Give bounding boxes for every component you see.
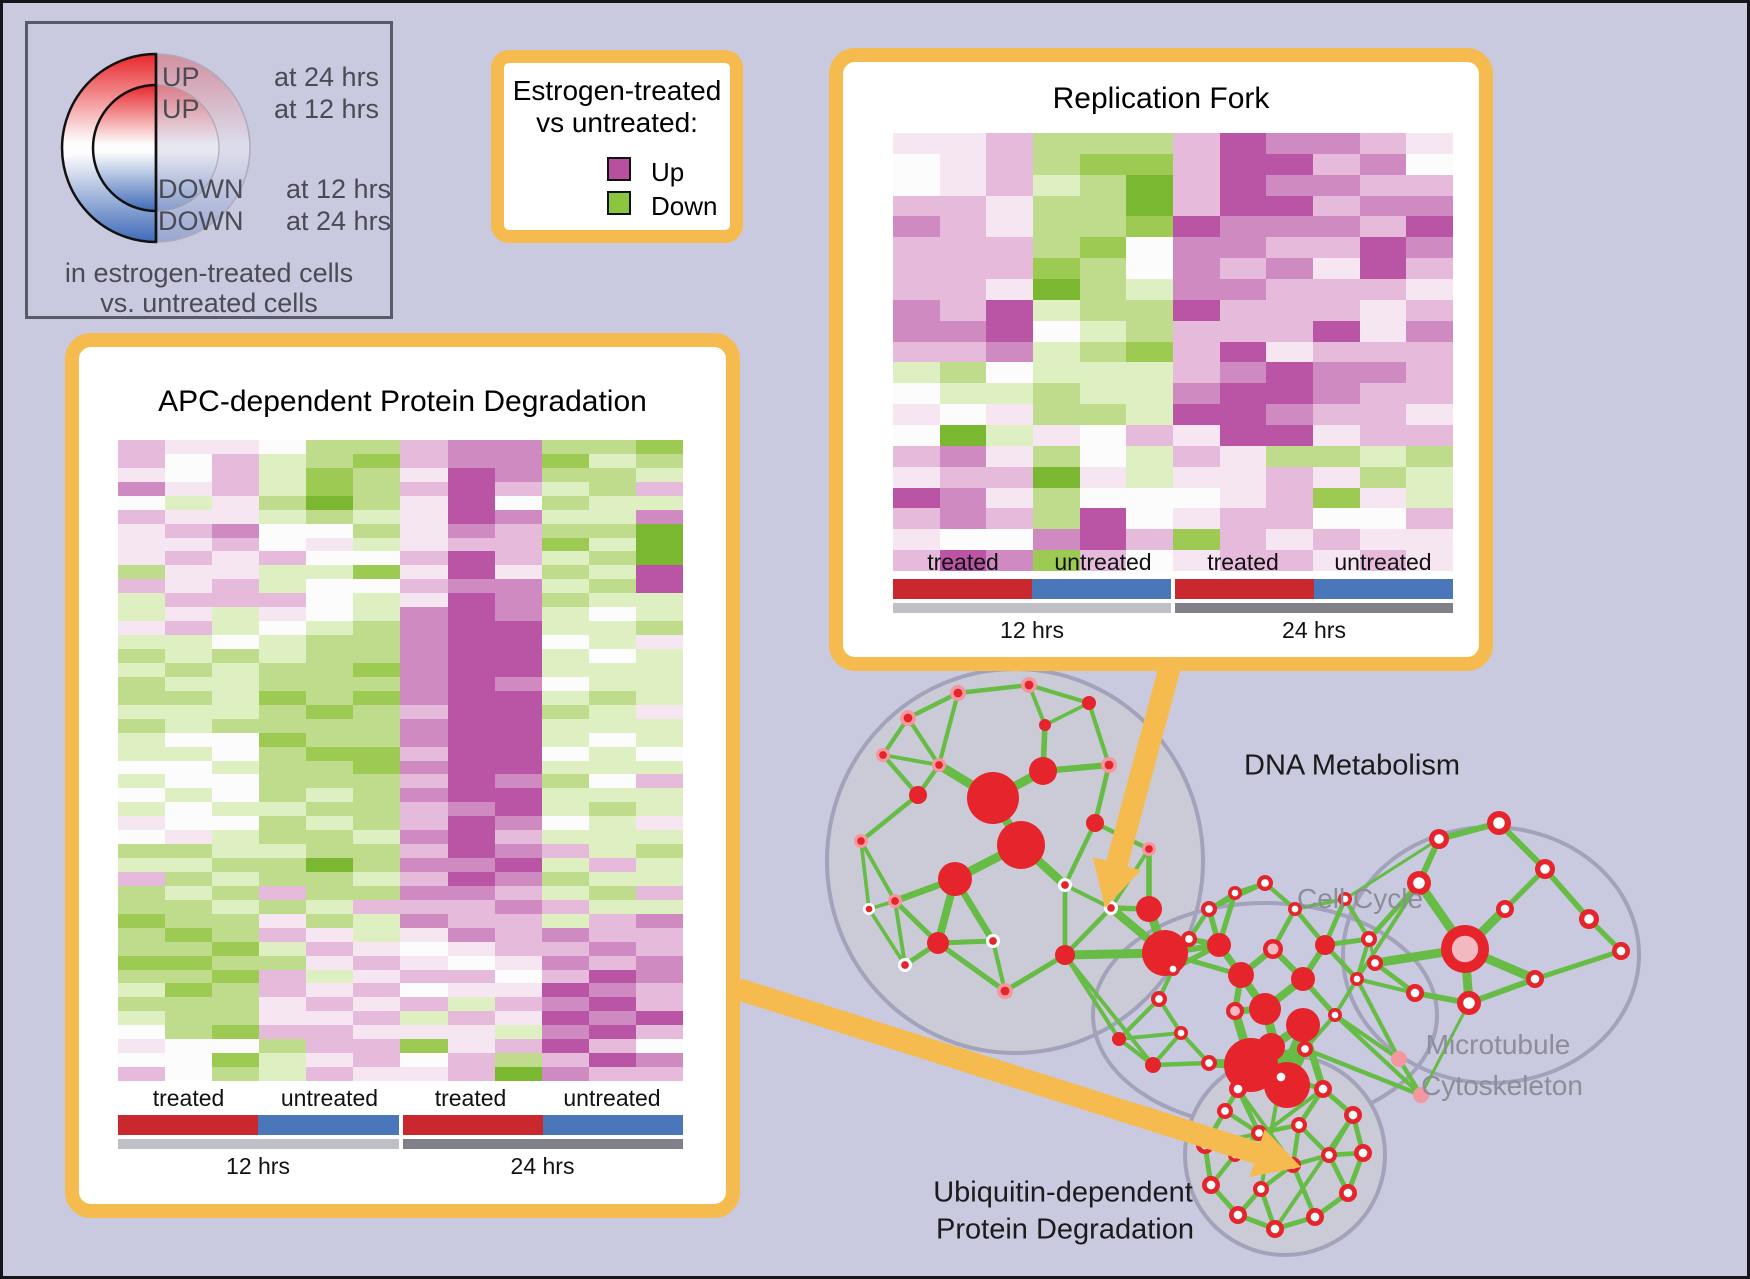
legend-dir-up-12: UP <box>162 94 200 124</box>
apc-heatmap <box>118 440 683 1081</box>
updown-gradient-rings-icon <box>60 52 251 244</box>
cluster-label-cell-cycle: Cell Cycle <box>1296 883 1424 914</box>
estrogen-legend-title-line1: Estrogen-treated <box>512 75 722 106</box>
cluster-label-microtubule-line2: Cytoskeleton <box>1421 1070 1583 1101</box>
rf-group-untreated-24: untreated <box>1334 549 1432 575</box>
apc-group-untreated-12: untreated <box>280 1085 379 1111</box>
cluster-label-ubiquitin-line2: Protein Degradation <box>936 1213 1194 1246</box>
cluster-label-ubiquitin-line1: Ubiquitin-dependent <box>933 1176 1193 1209</box>
rf-group-treated-12: treated <box>927 549 999 575</box>
rf-group-treated-24: treated <box>1207 549 1279 575</box>
estrogen-updown-legend: Estrogen-treated vs untreated: Up Down <box>491 50 743 243</box>
apc-condition-colorbar <box>118 1115 683 1135</box>
estrogen-legend-title-line2: vs untreated: <box>536 107 698 138</box>
apc-degradation-panel: APC-dependent Protein Degradation treate… <box>65 333 740 1218</box>
cluster-label-dna-metabolism: DNA Metabolism <box>1244 749 1460 782</box>
rf-time-colorbar <box>893 603 1453 613</box>
legend-dir-up-24: UP <box>162 62 200 92</box>
legend-caption-line1: in estrogen-treated cells <box>64 258 354 288</box>
rf-group-untreated-12: untreated <box>1054 549 1152 575</box>
rf-time-24hrs: 24 hrs <box>1282 617 1346 643</box>
apc-time-colorbar <box>118 1139 683 1149</box>
apc-group-treated-24: treated <box>434 1085 507 1111</box>
cluster-label-microtubule-line1: Microtubule <box>1425 1029 1571 1060</box>
apc-group-untreated-24: untreated <box>563 1085 661 1111</box>
legend-time-12: at 12 hrs <box>274 94 380 124</box>
replication-fork-heatmap <box>893 133 1453 571</box>
up-label: Up <box>651 157 685 187</box>
legend-time-24: at 24 hrs <box>274 62 380 92</box>
apc-time-12hrs: 12 hrs <box>226 1153 290 1179</box>
rf-time-12hrs: 12 hrs <box>1000 617 1064 643</box>
replication-fork-panel: Replication Fork treated untreated treat… <box>829 48 1493 671</box>
replication-fork-title: Replication Fork <box>1052 82 1270 115</box>
legend-time-12b: at 12 hrs <box>286 174 392 204</box>
apc-title: APC-dependent Protein Degradation <box>158 385 647 418</box>
legend-dir-down-24: DOWN <box>158 206 244 236</box>
legend-caption-line2: vs. untreated cells <box>100 288 318 318</box>
up-color-swatch <box>607 157 631 181</box>
ring-time-legend: UP at 24 hrs UP at 12 hrs DOWN at 12 hrs… <box>25 21 393 319</box>
rf-condition-colorbar <box>893 579 1453 599</box>
legend-time-24b: at 24 hrs <box>286 206 392 236</box>
apc-time-24hrs: 24 hrs <box>510 1153 575 1179</box>
apc-group-treated-12: treated <box>152 1085 225 1111</box>
down-color-swatch <box>607 191 631 215</box>
legend-dir-down-12: DOWN <box>158 174 244 204</box>
down-label: Down <box>651 191 718 221</box>
